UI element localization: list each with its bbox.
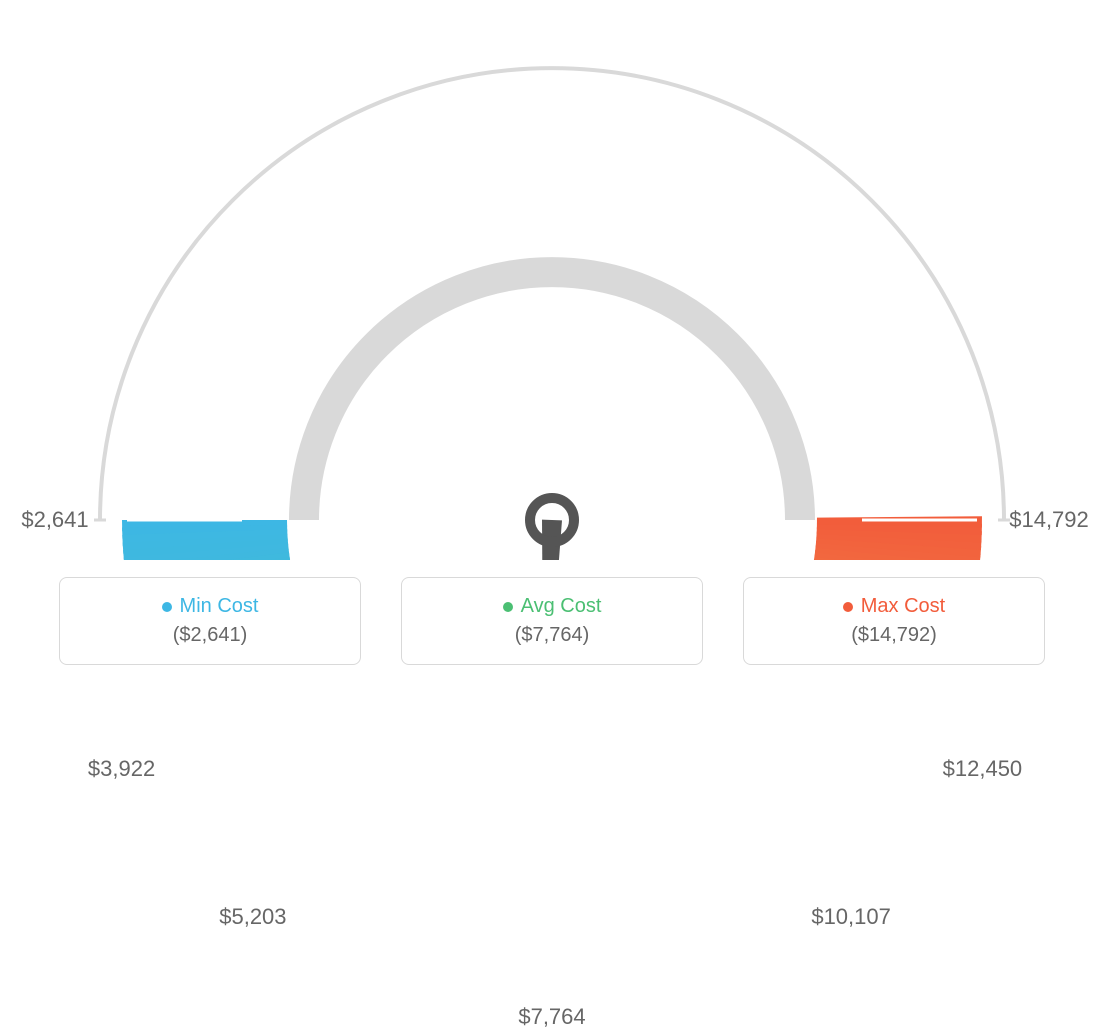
scale-label: $5,203: [219, 904, 286, 930]
dot-icon: [503, 602, 513, 612]
legend-title-max: Max Cost: [843, 595, 945, 618]
legend-title-min: Min Cost: [162, 595, 259, 618]
legend-title-avg: Avg Cost: [503, 595, 602, 618]
legend-box-max: Max Cost ($14,792): [743, 577, 1045, 665]
scale-label: $14,792: [1009, 507, 1089, 533]
legend-row: Min Cost ($2,641) Avg Cost ($7,764) Max …: [0, 577, 1104, 665]
scale-label: $12,450: [943, 756, 1023, 782]
scale-label: $7,764: [518, 1004, 585, 1030]
legend-box-avg: Avg Cost ($7,764): [401, 577, 703, 665]
legend-label: Avg Cost: [521, 595, 602, 618]
scale-label: $3,922: [88, 756, 155, 782]
dot-icon: [162, 602, 172, 612]
gauge-area: $2,641$3,922$5,203$7,764$10,107$12,450$1…: [0, 0, 1104, 560]
legend-value: ($7,764): [515, 624, 590, 647]
legend-value: ($14,792): [851, 624, 937, 647]
legend-label: Min Cost: [180, 595, 259, 618]
legend-box-min: Min Cost ($2,641): [59, 577, 361, 665]
scale-label: $10,107: [811, 904, 891, 930]
legend-value: ($2,641): [173, 624, 248, 647]
dot-icon: [843, 602, 853, 612]
gauge-chart-container: $2,641$3,922$5,203$7,764$10,107$12,450$1…: [0, 0, 1104, 690]
gauge-svg: [0, 0, 1104, 560]
legend-label: Max Cost: [861, 595, 945, 618]
scale-label: $2,641: [21, 507, 88, 533]
